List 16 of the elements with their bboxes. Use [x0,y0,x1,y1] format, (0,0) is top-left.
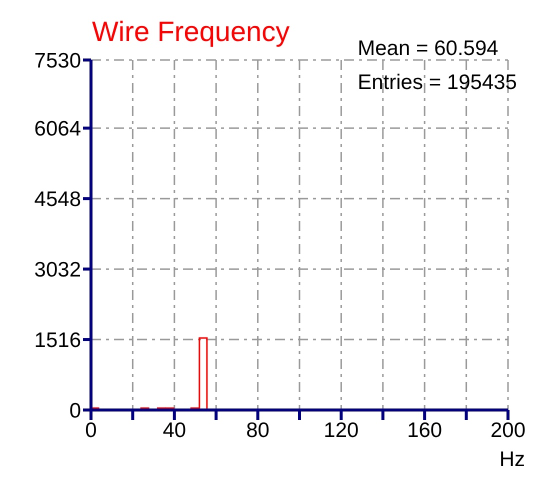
x-axis-title: Hz [499,448,525,472]
y-tick-label: 1516 [34,328,81,352]
x-tick-label: 0 [85,418,97,442]
x-tick-label: 200 [490,418,526,442]
y-tick-label: 0 [69,399,81,422]
y-tick-label: 6064 [34,118,82,141]
x-tick-label: 40 [162,418,186,442]
x-tick-label: 80 [246,418,270,442]
y-tick-label: 3032 [34,258,81,282]
chart-title: Wire Frequency [92,16,290,48]
y-tick-label: 7530 [34,49,81,72]
x-tick-label: 160 [407,418,442,442]
annotation: Mean = 60.594 [358,36,500,62]
y-tick-label: 4548 [34,188,81,212]
x-tick-label: 120 [324,418,359,442]
annotation: Entries = 195435 [358,70,517,96]
